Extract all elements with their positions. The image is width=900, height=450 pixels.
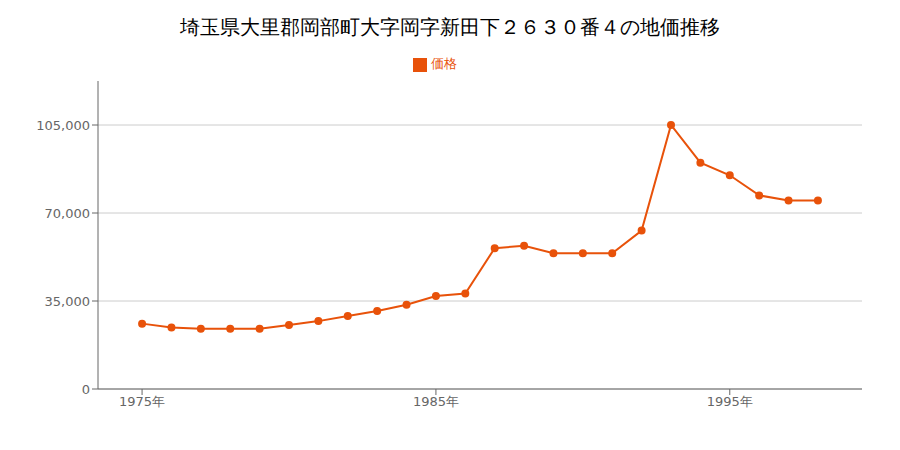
html-text:埼玉県大里郡岡部町大字岡字新田下２６３０番４の地価推移: 埼玉県大里郡岡部町大字岡字新田下２６３０番４の地価推移 <box>180 15 720 39</box>
svg-text:0: 0 <box>82 382 90 397</box>
svg-text:1985年: 1985年 <box>413 394 459 409</box>
svg-text:1975年: 1975年 <box>119 394 165 409</box>
html-text:価格: 価格 <box>431 56 457 71</box>
svg-text:35,000: 35,000 <box>45 294 91 309</box>
svg-text:105,000: 105,000 <box>36 118 90 133</box>
svg-text:70,000: 70,000 <box>45 206 91 221</box>
svg-text:1995年: 1995年 <box>707 394 753 409</box>
